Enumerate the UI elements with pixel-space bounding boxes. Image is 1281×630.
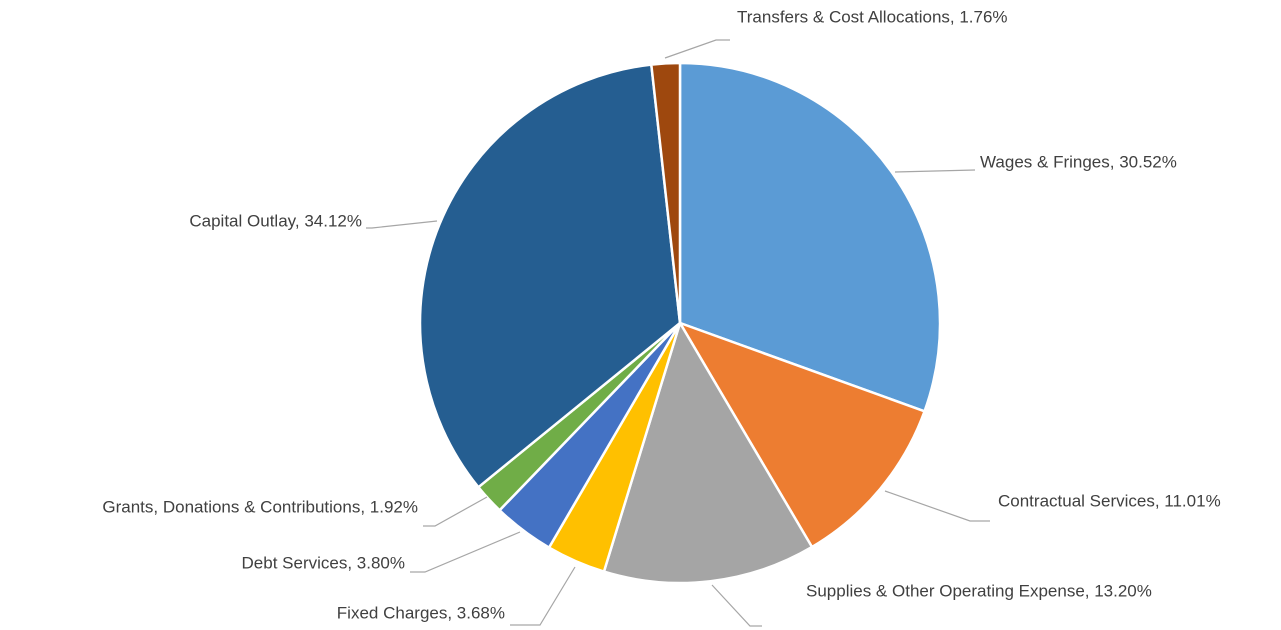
data-label: Contractual Services, 11.01%	[998, 491, 1221, 510]
pie-slice	[677, 320, 927, 549]
leader-line	[664, 39, 730, 59]
leader-line	[510, 566, 576, 626]
leader-line	[894, 169, 976, 173]
data-label: Transfers & Cost Allocations, 1.76%	[737, 7, 1008, 26]
data-label: Wages & Fringes, 30.52%	[980, 152, 1177, 171]
pie-slice	[602, 319, 814, 585]
data-label: Grants, Donations & Contributions, 1.92%	[102, 497, 418, 516]
data-label: Capital Outlay, 34.12%	[189, 211, 362, 230]
data-label: Fixed Charges, 3.68%	[337, 603, 505, 622]
data-label: Supplies & Other Operating Expense, 13.2…	[806, 581, 1152, 600]
leader-line	[366, 220, 438, 229]
leader-line	[423, 496, 488, 527]
data-label: Debt Services, 3.80%	[242, 553, 405, 572]
pie-slice	[678, 61, 942, 413]
pie-slice	[418, 63, 682, 489]
pie-slice	[649, 61, 682, 324]
leader-line	[410, 531, 521, 573]
leader-line	[884, 490, 990, 522]
leader-line	[711, 584, 762, 627]
